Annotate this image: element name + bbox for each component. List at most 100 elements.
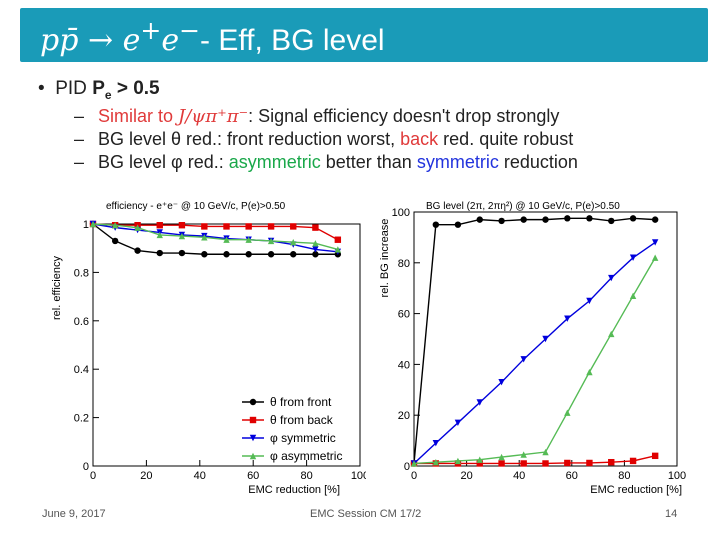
- data-point: [586, 459, 593, 467]
- x-tick-label: 100: [351, 470, 366, 482]
- data-point: [312, 224, 319, 231]
- legend-marker: [249, 434, 257, 442]
- data-point: [178, 222, 186, 229]
- legend-label: θ from front: [270, 395, 332, 409]
- data-point: [651, 239, 659, 246]
- data-point: [134, 224, 141, 231]
- data-point: [334, 236, 342, 243]
- title-bar: pp̄ → e+e−- Eff, BG level: [20, 8, 708, 62]
- data-point: [498, 378, 505, 386]
- title-rest: - Eff, BG level: [200, 24, 385, 57]
- y-tick-label: 0: [404, 461, 410, 473]
- sub3-part-5: reduction: [498, 151, 578, 172]
- sub3-part-3: better than: [320, 151, 417, 172]
- data-point: [629, 215, 637, 222]
- y-tick-label: 1: [83, 219, 89, 231]
- data-point: [629, 457, 637, 465]
- series-line: [92, 223, 338, 253]
- x-tick-label: 80: [300, 470, 312, 482]
- data-point: [410, 460, 418, 467]
- x-tick-label: 40: [513, 470, 525, 482]
- data-point: [608, 330, 615, 338]
- sub-bullet-2: – BG level θ red.: front reduction worst,…: [74, 128, 574, 149]
- y-tick-label: 20: [398, 410, 410, 422]
- data-point: [290, 238, 297, 246]
- data-point: [267, 237, 275, 245]
- data-point: [651, 216, 659, 223]
- series-line: [413, 257, 656, 465]
- data-point: [542, 460, 549, 467]
- y-tick-label: 0.8: [74, 267, 89, 279]
- slide-title: pp̄ → e+e−- Eff, BG level: [40, 16, 385, 58]
- data-point: [454, 419, 462, 427]
- data-point: [111, 237, 119, 245]
- data-point: [520, 216, 527, 223]
- sub3-part-1: BG level φ red.:: [98, 151, 229, 172]
- data-point: [178, 232, 186, 240]
- chart-ylabel: rel. BG increase: [379, 219, 391, 298]
- data-point: [156, 222, 163, 229]
- data-point: [608, 217, 615, 225]
- data-point: [267, 251, 275, 258]
- footer-page: 14: [665, 508, 678, 520]
- title-math: pp̄ → e: [40, 23, 141, 58]
- sub-bullet-1: – Similar to J/ψπ⁺π⁻: Signal efficiency d…: [74, 105, 560, 127]
- data-point: [608, 458, 615, 466]
- data-point: [586, 297, 593, 305]
- data-point: [223, 251, 230, 258]
- y-tick-label: 0.2: [74, 413, 89, 425]
- title-minus: −: [179, 16, 201, 45]
- sub2-part-2: back: [400, 128, 439, 149]
- series-line: [414, 455, 656, 465]
- data-point: [201, 223, 208, 230]
- data-point: [454, 221, 462, 228]
- y-tick-label: 0.4: [74, 364, 89, 376]
- series-line: [413, 241, 656, 464]
- legend-label: φ symmetric: [270, 431, 336, 445]
- bullet-main-bold: P: [92, 78, 105, 99]
- plot-frame: [92, 223, 361, 467]
- data-point: [432, 221, 440, 228]
- y-tick-label: 0.6: [74, 316, 89, 328]
- y-tick-label: 60: [398, 309, 410, 321]
- y-tick-label: 100: [392, 207, 410, 219]
- bullet-main-suffix: > 0.5: [111, 78, 160, 99]
- data-point: [520, 460, 527, 467]
- data-point: [312, 240, 319, 247]
- data-point: [542, 448, 549, 456]
- bullet-main-prefix: PID: [55, 78, 87, 99]
- bullet-dot-icon: •: [38, 78, 56, 99]
- x-tick-label: 0: [411, 470, 417, 482]
- chart-title: BG level (2π, 2πη²) @ 10 GeV/c, P(e)>0.5…: [426, 201, 620, 212]
- sub1-part-1: Similar to: [98, 105, 179, 126]
- data-point: [498, 217, 505, 225]
- footer-date: June 9, 2017: [42, 508, 106, 520]
- data-point: [651, 452, 659, 460]
- x-tick-label: 60: [566, 470, 578, 482]
- series-line: [92, 223, 338, 255]
- data-point: [608, 274, 615, 282]
- bullet-main-sub: e: [104, 87, 112, 102]
- data-point: [245, 236, 252, 243]
- x-tick-label: 60: [247, 470, 259, 482]
- x-tick-label: 20: [140, 470, 152, 482]
- data-point: [312, 246, 319, 253]
- sub1-part-2: J/ψπ⁺π⁻: [178, 105, 249, 127]
- legend-marker: [249, 416, 257, 424]
- chart-title: efficiency - e⁺e⁻ @ 10 GeV/c, P(e)>0.50: [106, 201, 286, 212]
- data-point: [476, 399, 483, 406]
- data-point: [432, 458, 440, 466]
- data-point: [290, 223, 297, 230]
- data-point: [134, 247, 141, 254]
- data-point: [520, 356, 527, 363]
- data-point: [498, 460, 505, 467]
- data-point: [454, 457, 462, 465]
- series-line: [92, 223, 339, 251]
- chart-xlabel: EMC reduction [%]: [248, 484, 340, 496]
- data-point: [223, 223, 230, 230]
- data-point: [290, 251, 297, 258]
- data-point: [156, 249, 163, 257]
- data-point: [542, 216, 549, 223]
- data-point: [201, 251, 208, 258]
- data-point: [586, 215, 593, 222]
